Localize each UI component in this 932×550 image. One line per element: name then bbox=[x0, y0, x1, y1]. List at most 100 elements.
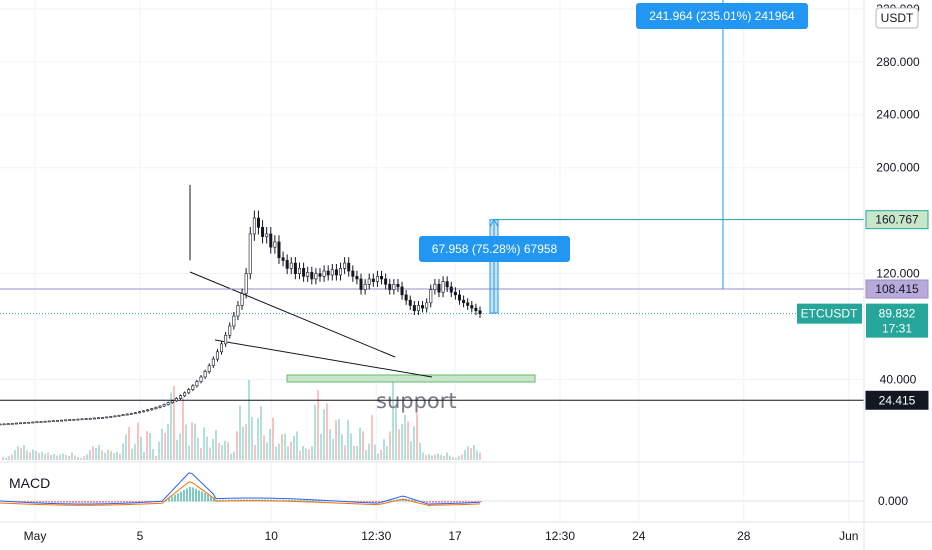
volume-bar bbox=[269, 428, 271, 460]
volume-bar bbox=[251, 416, 253, 460]
measure-label-box bbox=[636, 3, 808, 29]
macd-histogram-bar bbox=[456, 501, 458, 503]
candle-up bbox=[137, 411, 141, 414]
volume-bar bbox=[20, 448, 22, 460]
macd-histogram-bar bbox=[321, 500, 323, 502]
macd-histogram-bar bbox=[372, 501, 374, 503]
volume-bar bbox=[458, 456, 460, 460]
price-tag-background bbox=[865, 390, 929, 410]
macd-histogram-bar bbox=[360, 501, 362, 503]
macd-line bbox=[0, 472, 481, 505]
macd-histogram-bar bbox=[42, 501, 44, 503]
currency-button[interactable]: USDT bbox=[875, 7, 919, 29]
volume-bar bbox=[146, 431, 148, 460]
macd-histogram-bar bbox=[285, 499, 287, 502]
macd-histogram-bar bbox=[363, 501, 365, 503]
volume-bar bbox=[455, 458, 457, 460]
measure-tools[interactable]: 67.958 (75.28%) 67958 241.964 (235.01%) 2… bbox=[419, 0, 808, 314]
volume-bar bbox=[236, 431, 238, 460]
macd-histogram-bar bbox=[183, 490, 185, 502]
volume-bar bbox=[152, 449, 154, 460]
candle-down bbox=[470, 305, 474, 309]
volume-bar bbox=[122, 443, 124, 460]
volume-bar bbox=[80, 458, 82, 460]
volume-bar bbox=[176, 439, 178, 460]
candle-up bbox=[232, 315, 236, 327]
volume-bar bbox=[194, 423, 196, 460]
price-tick-label: 40.000 bbox=[880, 373, 917, 387]
macd-histogram-bar bbox=[45, 501, 47, 503]
candle-down bbox=[261, 227, 265, 237]
candle-up bbox=[363, 283, 367, 290]
macd-histogram-bar bbox=[387, 500, 389, 502]
volume-bar bbox=[107, 449, 109, 460]
support-rectangle[interactable] bbox=[286, 374, 536, 383]
candle-down bbox=[277, 241, 281, 259]
macd-indicator-label[interactable]: MACD bbox=[9, 475, 50, 491]
macd-histogram-bar bbox=[141, 501, 143, 503]
lower-trendline[interactable] bbox=[214, 339, 433, 378]
macd-histogram-bar bbox=[441, 501, 443, 503]
candle-up bbox=[92, 417, 96, 420]
volume-bar bbox=[149, 433, 151, 460]
volume-bar bbox=[68, 456, 70, 460]
macd-histogram-bar bbox=[354, 501, 356, 503]
candle-up bbox=[55, 420, 59, 422]
volume-bar bbox=[203, 427, 205, 460]
time-axis[interactable]: May 5 10 12:30 17 12:30 24 28 Jun bbox=[24, 529, 859, 543]
volume-bar bbox=[332, 438, 334, 460]
candle-down bbox=[318, 273, 322, 277]
volume-bar bbox=[95, 448, 97, 460]
candle-up bbox=[289, 262, 293, 269]
volume-bar bbox=[110, 451, 112, 460]
candle-down bbox=[371, 278, 375, 282]
candle-down bbox=[462, 299, 466, 304]
macd-histogram-bar bbox=[144, 501, 146, 503]
volume-bar bbox=[71, 452, 73, 460]
volume-bar bbox=[53, 454, 55, 460]
volume-bar bbox=[200, 447, 202, 460]
candle-up bbox=[375, 276, 379, 282]
volume-bar bbox=[431, 455, 433, 460]
macd-histogram-bar bbox=[51, 501, 53, 503]
volume-bar bbox=[221, 444, 223, 460]
countdown-label: 17:31 bbox=[882, 322, 912, 336]
candle-up bbox=[433, 283, 437, 290]
candle-up bbox=[343, 262, 347, 269]
macd-histogram-bar bbox=[162, 501, 164, 502]
upper-trendline[interactable] bbox=[189, 271, 396, 358]
candle-up bbox=[64, 419, 68, 422]
candle-up bbox=[76, 418, 80, 421]
volume-bar bbox=[296, 431, 298, 460]
volume-bar bbox=[275, 446, 277, 460]
volume-bar bbox=[404, 415, 406, 460]
volume-bar bbox=[407, 421, 409, 460]
volume-bar bbox=[293, 436, 295, 460]
macd-histogram-bar bbox=[174, 494, 176, 502]
candle-up bbox=[35, 421, 39, 424]
candle-up bbox=[224, 334, 228, 345]
macd-histogram-bar bbox=[81, 501, 83, 503]
volume-bar bbox=[125, 434, 127, 460]
candle-up bbox=[80, 418, 84, 421]
volume-bar bbox=[353, 445, 355, 460]
candle-up bbox=[2, 423, 6, 426]
macd-histogram-bar bbox=[66, 501, 68, 503]
volume-bar bbox=[113, 453, 115, 460]
falling-wedge-trendlines[interactable] bbox=[189, 271, 433, 378]
macd-histogram-bar bbox=[120, 501, 122, 503]
volume-bar bbox=[278, 443, 280, 460]
candle-up bbox=[51, 420, 55, 422]
support-label[interactable]: support bbox=[376, 389, 457, 413]
volume-bar bbox=[272, 417, 274, 460]
support-zone[interactable]: support bbox=[286, 374, 536, 413]
candle-up bbox=[88, 417, 92, 420]
volume-bar bbox=[5, 458, 7, 460]
candle-down bbox=[355, 276, 359, 280]
volume-bar bbox=[137, 422, 139, 460]
volume-bar bbox=[179, 433, 181, 460]
measure-label: 241.964 (235.01%) 241964 bbox=[649, 9, 795, 23]
volume-bar bbox=[38, 453, 40, 460]
